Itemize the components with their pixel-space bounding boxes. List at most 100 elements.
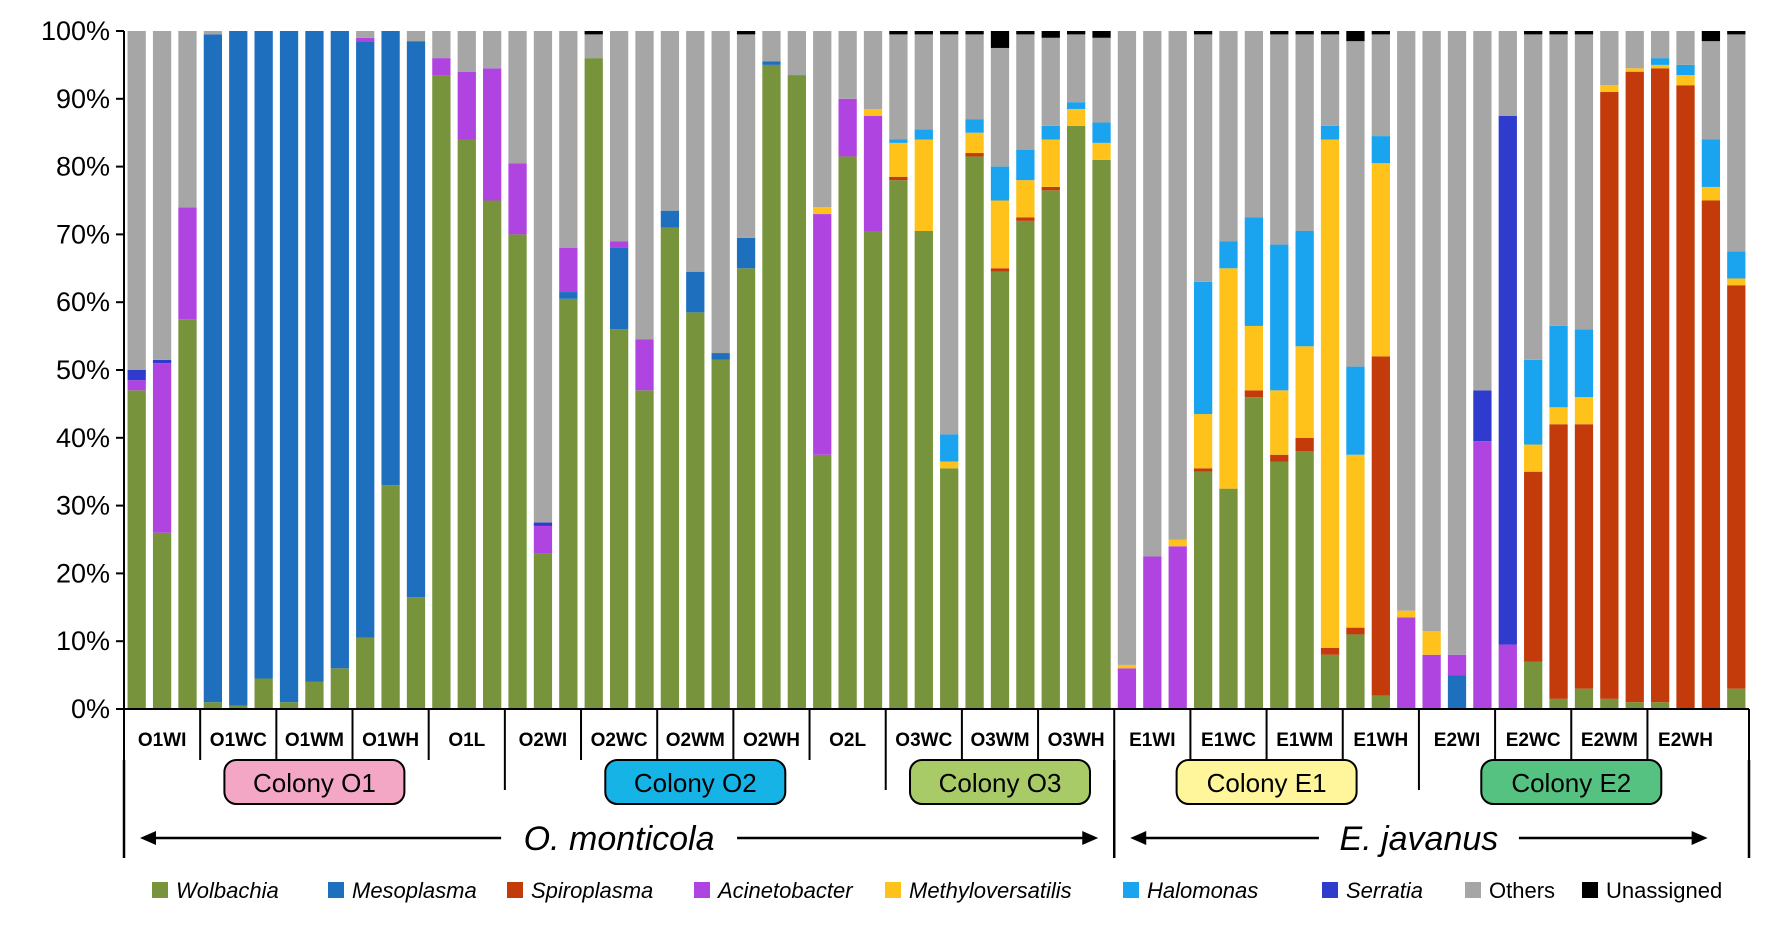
sample-group-label: O1WC bbox=[210, 730, 267, 751]
bar-segment-unassigned bbox=[965, 31, 984, 35]
bar-segment-others bbox=[1168, 31, 1187, 540]
bar-segment-unassigned bbox=[940, 31, 959, 35]
bar-stack-7 bbox=[279, 31, 299, 709]
bar-segment-wolbachia bbox=[356, 637, 375, 709]
bar-segment-acinetobacter bbox=[813, 214, 832, 455]
bar-segment-acinetobacter bbox=[178, 207, 197, 320]
bar-segment-mesoplasma bbox=[356, 41, 375, 638]
sample-group-label: O3WM bbox=[970, 730, 1029, 751]
species-arrow: E. javanus bbox=[1130, 820, 1708, 858]
bar-segment-others bbox=[1498, 31, 1517, 116]
bar-segment-unassigned bbox=[1524, 31, 1543, 35]
bar-segment-spiroplasma bbox=[1701, 200, 1721, 709]
colony-badge-background bbox=[604, 759, 787, 805]
bar-stack-2 bbox=[152, 31, 172, 709]
bar-stack-46 bbox=[1270, 31, 1289, 709]
legend-item: Spiroplasma bbox=[507, 878, 653, 903]
bar-segment-wolbachia bbox=[1041, 190, 1060, 709]
colony-labels: Colony O1 Colony O2 Colony O3 Colony E1 Colo… bbox=[223, 759, 1663, 805]
bar-segment-unassigned bbox=[1346, 31, 1365, 42]
bar-segment-others bbox=[609, 31, 629, 242]
bar-segment-others bbox=[1016, 34, 1035, 150]
bar-segment-wolbachia bbox=[1320, 654, 1340, 709]
sample-group-label: E2WI bbox=[1434, 730, 1480, 751]
bar-segment-halomonas bbox=[1244, 217, 1264, 326]
bar-segment-others bbox=[406, 31, 426, 42]
bar-segment-others bbox=[1625, 31, 1644, 69]
bar-segment-spiroplasma bbox=[1295, 437, 1314, 452]
bar-segment-methyloversatilis bbox=[1117, 664, 1137, 669]
bar-segment-spiroplasma bbox=[1016, 217, 1035, 221]
bar-segment-others bbox=[1117, 31, 1137, 665]
bar-segment-halomonas bbox=[1371, 136, 1390, 164]
bar-segment-halomonas bbox=[990, 166, 1010, 201]
bar-segment-methyloversatilis bbox=[1320, 139, 1340, 648]
bar-segment-others bbox=[533, 31, 553, 523]
y-tick-label: 90% bbox=[56, 84, 110, 114]
bar-segment-unassigned bbox=[736, 31, 756, 35]
bar-stack-6 bbox=[254, 31, 273, 709]
bar-stack-34 bbox=[965, 31, 984, 709]
bar-segment-acinetobacter bbox=[559, 247, 578, 293]
bar-segment-methyloversatilis bbox=[1219, 268, 1238, 489]
bar-segment-unassigned bbox=[1701, 31, 1721, 42]
bar-segment-wolbachia bbox=[1193, 471, 1213, 709]
bar-stack-24 bbox=[711, 31, 730, 709]
bar-segment-acinetobacter bbox=[457, 71, 476, 140]
bar-stack-29 bbox=[838, 31, 857, 709]
bar-segment-unassigned bbox=[584, 31, 603, 35]
bar-segment-methyloversatilis bbox=[1397, 610, 1416, 618]
bar-segment-unassigned bbox=[1320, 31, 1340, 35]
sample-group-label: O3WH bbox=[1048, 730, 1105, 751]
x-axis: O1WI O1WC O1WM O1WH O1L O2WI O2WC O2WM O2WH O2L O3… bbox=[123, 708, 1750, 760]
bar-segment-spiroplasma bbox=[1727, 285, 1746, 689]
bar-segment-spiroplasma bbox=[1346, 627, 1365, 635]
bar-stack-42 bbox=[1168, 31, 1187, 709]
bar-stack-49 bbox=[1346, 31, 1365, 709]
bar-segment-others bbox=[1320, 34, 1340, 126]
bar-segment-wolbachia bbox=[1625, 702, 1644, 709]
bar-segment-others bbox=[584, 34, 603, 59]
bar-segment-wolbachia bbox=[609, 329, 629, 709]
y-tick-label: 20% bbox=[56, 558, 110, 588]
legend-swatch bbox=[152, 882, 168, 898]
bar-stack-15 bbox=[483, 31, 502, 709]
bar-segment-others bbox=[508, 31, 527, 164]
sample-group-label: O2WI bbox=[519, 730, 568, 751]
bar-segment-mesoplasma bbox=[609, 247, 629, 330]
bar-segment-halomonas bbox=[1219, 241, 1238, 269]
bar-segment-wolbachia bbox=[1270, 461, 1289, 709]
bar-segment-spiroplasma bbox=[1041, 186, 1060, 191]
bar-stack-21 bbox=[635, 31, 654, 709]
bar-segment-halomonas bbox=[1193, 281, 1213, 415]
bar-segment-wolbachia bbox=[229, 705, 248, 709]
bar-segment-wolbachia bbox=[965, 156, 984, 709]
bar-segment-acinetobacter bbox=[838, 98, 857, 157]
bar-segment-spiroplasma bbox=[1650, 68, 1670, 703]
bar-segment-others bbox=[356, 31, 375, 38]
species-arrow: O. monticola bbox=[140, 820, 1099, 858]
bar-segment-unassigned bbox=[1295, 31, 1314, 35]
legend-item: Wolbachia bbox=[152, 878, 279, 903]
bar-segment-wolbachia bbox=[813, 454, 832, 709]
legend-label: Serratia bbox=[1346, 878, 1423, 903]
bar-segment-wolbachia bbox=[483, 200, 502, 709]
bar-segment-acinetobacter bbox=[127, 380, 146, 391]
bar-stack-40 bbox=[1117, 31, 1137, 709]
bar-segment-wolbachia bbox=[940, 468, 959, 709]
bar-segment-unassigned bbox=[1371, 31, 1390, 35]
y-tick-label: 80% bbox=[56, 152, 110, 182]
bar-segment-others bbox=[1701, 41, 1721, 140]
bar-segment-methyloversatilis bbox=[1067, 108, 1086, 126]
bar-segment-others bbox=[1422, 31, 1441, 632]
bar-segment-others bbox=[152, 31, 172, 360]
sample-group-label: O1L bbox=[448, 730, 485, 751]
bar-segment-others bbox=[1524, 34, 1543, 360]
bar-stack-27 bbox=[787, 31, 806, 709]
bar-segment-acinetobacter bbox=[508, 163, 527, 235]
legend-label: Mesoplasma bbox=[352, 878, 477, 903]
bar-segment-others bbox=[1397, 31, 1416, 611]
bar-segment-wolbachia bbox=[838, 156, 857, 709]
bar-segment-wolbachia bbox=[432, 75, 451, 709]
bar-segment-unassigned bbox=[1270, 31, 1289, 35]
